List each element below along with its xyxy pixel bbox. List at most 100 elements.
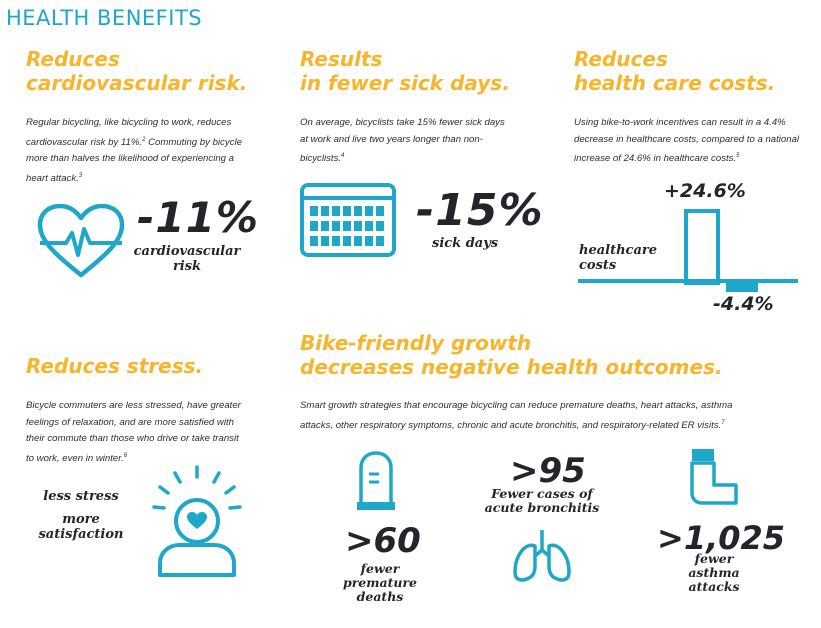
calendar-day-cell: [376, 221, 384, 231]
sick-body: On average, bicyclists take 15% fewer si…: [300, 115, 530, 168]
calendar-day-cell: [343, 221, 351, 231]
inhaler-icon: [690, 449, 738, 505]
costs-bar-label: healthcare costs: [579, 243, 657, 273]
costs-body-line3a: increase of 24.6% in healthcare costs.: [574, 153, 737, 165]
sick-heading-line1: Results: [300, 47, 383, 71]
costs-bar-label-line2: costs: [579, 258, 617, 273]
costs-bar-chart: [578, 209, 798, 292]
calendar-day-cell: [376, 236, 384, 246]
calendar-day-cell: [354, 206, 362, 216]
stress-heading: Reduces stress.: [26, 354, 204, 378]
asthma-label-line3: attacks: [688, 579, 740, 594]
calendar-day-cell: [343, 236, 351, 246]
growth-body-line2: attacks, other respiratory symptoms, chr…: [300, 415, 800, 435]
costs-body-line2: decrease in healthcare costs, compared t…: [574, 133, 800, 145]
cardio-stat-label: cardiovascular risk: [128, 244, 246, 274]
more-satisfaction-line2: satisfaction: [38, 527, 124, 542]
growth-heading-line1: Bike-friendly growth: [300, 331, 532, 355]
sick-stat: -15%: [416, 185, 544, 236]
deaths-label-line3: deaths: [356, 589, 404, 604]
asthma-stat: >1,025: [657, 519, 786, 557]
calendar-day-cell: [332, 236, 340, 246]
sick-stat-label: sick days: [432, 236, 499, 251]
growth-footnote-7: 7: [721, 419, 725, 426]
sick-heading-line2: in fewer sick days.: [300, 71, 510, 95]
calendar-day-cell: [354, 236, 362, 246]
sick-body-line3a: bicyclists.: [300, 153, 342, 165]
cardio-body-line2: cardiovascular risk by 11%.2 Commuting b…: [26, 132, 266, 152]
heart-pulse-icon: [37, 203, 125, 278]
cardio-body-line4a: heart attack.: [26, 172, 79, 184]
growth-body-line1: Smart growth strategies that encourage b…: [300, 400, 733, 411]
more-satisfaction-line1: more: [62, 512, 100, 527]
cardio-heading-line2: cardiovascular risk.: [26, 71, 248, 95]
stress-body-line4: to work, even in winter.6: [26, 448, 276, 468]
cardio-body-line1: Regular bicycling, like bicycling to wor…: [26, 117, 232, 128]
calendar-day-cell: [365, 206, 373, 216]
costs-bar-label-line1: healthcare: [579, 243, 657, 258]
asthma-label: fewer asthma attacks: [674, 552, 754, 594]
sick-footnote-4: 4: [341, 153, 345, 159]
calendar-day-cell: [343, 206, 351, 216]
stress-body: Bicycle commuters are less stressed, hav…: [26, 398, 276, 467]
costs-heading-line2: health care costs.: [574, 71, 776, 95]
tombstone-icon: [357, 451, 395, 510]
calendar-day-cell: [354, 221, 362, 231]
costs-heading: Reduces health care costs.: [574, 47, 775, 95]
deaths-stat: >60: [345, 521, 421, 561]
cardio-stat: -11%: [137, 193, 259, 242]
sick-body-line3: bicyclists.4: [300, 148, 530, 168]
cardio-body-line3: more than halves the likelihood of exper…: [26, 153, 234, 165]
calendar-day-cell: [321, 206, 329, 216]
bronchitis-label-line1: Fewer cases of: [491, 486, 593, 501]
bronchitis-label: Fewer cases of acute bronchitis: [470, 487, 614, 515]
lungs-icon: [513, 530, 571, 582]
growth-heading-line2: decreases negative health outcomes.: [300, 355, 723, 379]
deaths-label-line2: premature: [342, 575, 417, 590]
costs-footnote-5: 5: [736, 153, 740, 159]
stress-body-line2: feelings of relaxation, and are more sat…: [26, 416, 234, 428]
bronchitis-stat: >95: [510, 451, 586, 491]
less-stress-label: less stress: [43, 489, 119, 504]
stress-body-line1: Bicycle commuters are less stressed, hav…: [26, 400, 241, 411]
asthma-label-line2: asthma: [688, 565, 740, 580]
cardio-footnote-2: 2: [142, 136, 146, 143]
relaxed-person-icon: [152, 465, 242, 577]
calendar-day-cell: [365, 221, 373, 231]
costs-increase-label: +24.6%: [664, 180, 746, 202]
more-satisfaction-label: more satisfaction: [36, 512, 126, 542]
calendar-day-cell: [332, 206, 340, 216]
cardio-body-line2a: cardiovascular risk by 11%.: [26, 136, 143, 148]
calendar-day-cell: [321, 236, 329, 246]
stress-body-line4a: to work, even in winter.: [26, 452, 124, 464]
deaths-label-line1: fewer: [360, 561, 400, 576]
growth-body-line2a: attacks, other respiratory symptoms, chr…: [300, 419, 722, 431]
calendar-day-cell: [365, 236, 373, 246]
growth-body: Smart growth strategies that encourage b…: [300, 398, 800, 434]
increase-bar: [684, 209, 720, 285]
costs-body-line1: Using bike-to-work incentives can result…: [574, 117, 786, 128]
calendar-icon: [300, 183, 396, 257]
cardio-footnote-3: 3: [78, 172, 83, 179]
sick-body-line2: at work and live two years longer than n…: [300, 133, 483, 145]
calendar-day-cell: [321, 221, 329, 231]
deaths-label: fewer premature deaths: [340, 562, 420, 604]
calendar-day-cell: [310, 236, 318, 246]
growth-heading: Bike-friendly growth decreases negative …: [300, 331, 723, 379]
cardio-body-line2b: Commuting by bicycle: [145, 136, 242, 148]
cardio-heading-line1: Reduces: [26, 47, 120, 71]
calendar-day-cell: [332, 221, 340, 231]
calendar-day-cell: [310, 221, 318, 231]
costs-body: Using bike-to-work incentives can result…: [574, 115, 814, 168]
bronchitis-label-line2: acute bronchitis: [484, 500, 600, 515]
stress-footnote-6: 6: [123, 452, 128, 459]
sick-heading: Results in fewer sick days.: [300, 47, 510, 95]
calendar-day-cell: [310, 206, 318, 216]
cardio-stat-label-line1: cardiovascular: [133, 244, 241, 259]
page-title: HEALTH BENEFITS: [6, 6, 203, 30]
costs-body-line3: increase of 24.6% in healthcare costs.5: [574, 148, 814, 168]
stress-body-line3: their commute than those who drive or ta…: [26, 433, 239, 444]
cardio-body-line4: heart attack.3: [26, 168, 266, 188]
cardio-body: Regular bicycling, like bicycling to wor…: [26, 115, 266, 187]
cardio-heading: Reduces cardiovascular risk.: [26, 47, 247, 95]
